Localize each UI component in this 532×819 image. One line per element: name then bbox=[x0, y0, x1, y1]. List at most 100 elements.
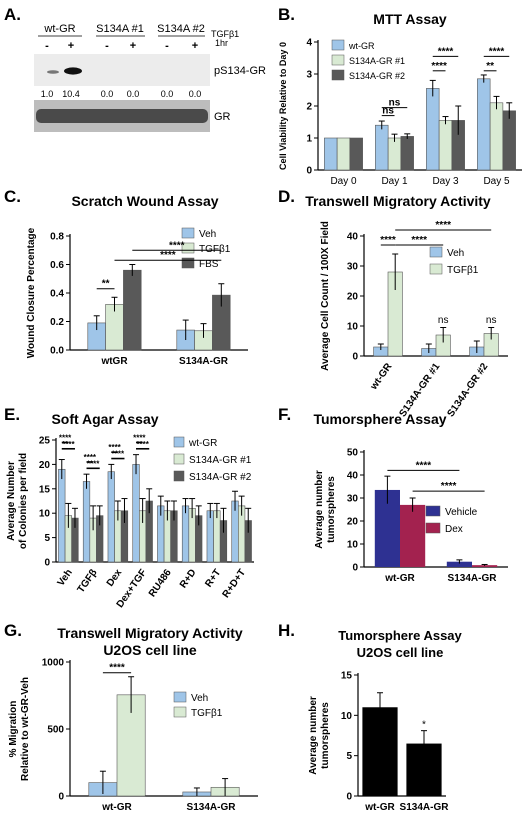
significance-label: ** bbox=[486, 61, 494, 72]
x-tick-label: R+T bbox=[203, 567, 223, 589]
chart-e: E. Soft Agar Assay 0 5 10 15 20 25 Average Numbe… bbox=[4, 405, 254, 610]
legend-swatch bbox=[331, 39, 345, 51]
y-tick-label: 5 bbox=[346, 751, 352, 762]
y-tick-label: 25 bbox=[39, 436, 51, 447]
x-tick-label: wt-GR bbox=[368, 361, 395, 393]
x-tick-label: Dex bbox=[105, 567, 125, 589]
x-tick-label: R+D bbox=[178, 567, 199, 590]
y-tick-label: 40 bbox=[347, 232, 359, 243]
legend-swatch bbox=[181, 242, 195, 254]
legend-label: Veh bbox=[191, 693, 208, 704]
x-tick-label: RU486 bbox=[147, 567, 174, 599]
legend-swatch bbox=[425, 505, 441, 517]
chart-panels: B. MTT Assay 0 1 2 3 4 Cell Viability Relative … bbox=[4, 5, 522, 813]
treatment-sign: - bbox=[165, 40, 169, 52]
y-axis-label: Wound Closure Percentage bbox=[26, 227, 37, 358]
legend-swatch bbox=[173, 436, 185, 448]
significance-label: **** bbox=[84, 453, 97, 462]
quant-value: 0.0 bbox=[189, 89, 202, 99]
y-tick-label: 0 bbox=[352, 352, 358, 363]
significance-label: **** bbox=[108, 443, 121, 452]
significance-label: **** bbox=[62, 440, 75, 449]
significance-label: **** bbox=[435, 220, 451, 231]
significance-label: **** bbox=[416, 460, 432, 471]
quant-value: 0.0 bbox=[161, 89, 174, 99]
bar bbox=[438, 120, 453, 171]
significance-label: **** bbox=[489, 46, 505, 57]
quant-value: 0.0 bbox=[127, 89, 140, 99]
chart-h: H. Tumorsphere Assay U2OS cell line 0 5 10 15 A… bbox=[278, 621, 463, 813]
chart-title: Scratch Wound Assay bbox=[71, 193, 218, 209]
quant-value: 10.4 bbox=[62, 89, 80, 99]
blot-strip-phospho bbox=[34, 54, 210, 86]
significance-label: ns bbox=[486, 315, 497, 326]
chart-d: D. Transwell Migratory Activity 0 10 20 30 40 A… bbox=[278, 187, 508, 419]
panel-letter: B. bbox=[278, 5, 295, 24]
treatment-time: 1hr bbox=[215, 38, 228, 48]
blot-group-labels: wt-GR S134A #1 S134A #2 bbox=[38, 23, 205, 37]
y-tick-label: 1000 bbox=[42, 658, 65, 669]
legend-swatch bbox=[173, 470, 185, 482]
blot-quantification: 1.0 10.4 0.0 0.0 0.0 0.0 bbox=[41, 89, 202, 99]
y-tick-label: 10 bbox=[347, 322, 359, 333]
legend-label: wt-GR bbox=[348, 41, 375, 51]
x-tick-label: S134A-GR #2 bbox=[445, 361, 490, 419]
y-tick-label: 20 bbox=[347, 517, 359, 528]
legend-swatch bbox=[331, 54, 345, 66]
significance-label: **** bbox=[431, 61, 447, 72]
significance-label: **** bbox=[112, 450, 125, 459]
y-tick-label: 0.8 bbox=[50, 232, 64, 243]
y-tick-label: 30 bbox=[347, 262, 359, 273]
x-tick-label: TGFβ bbox=[76, 567, 100, 595]
western-blot-panel: A. wt-GR S134A #1 S134A #2 TGFβ1 1hr - + -… bbox=[4, 5, 266, 132]
y-tick-label: 3 bbox=[306, 70, 312, 81]
quant-value: 1.0 bbox=[41, 89, 54, 99]
y-tick-label: 0.0 bbox=[50, 346, 64, 357]
x-tick-label: S134A-GR bbox=[187, 802, 237, 813]
y-tick-label: 10 bbox=[39, 509, 51, 520]
treatment-sign: + bbox=[192, 40, 198, 52]
chart-b: B. MTT Assay 0 1 2 3 4 Cell Viability Relative … bbox=[278, 5, 522, 187]
y-tick-label: 15 bbox=[341, 671, 353, 682]
bar bbox=[58, 468, 66, 563]
y-tick-label: 0 bbox=[306, 166, 312, 177]
x-tick-label: Day 1 bbox=[381, 176, 408, 187]
quant-value: 0.0 bbox=[101, 89, 114, 99]
significance-label: **** bbox=[109, 663, 125, 674]
legend-label: S134A-GR #2 bbox=[189, 472, 252, 483]
bar bbox=[502, 110, 516, 171]
x-tick-label: R+D+T bbox=[221, 567, 248, 600]
chart-title: Transwell Migratory Activity U2OS cell li… bbox=[57, 625, 243, 658]
x-tick-label: wt-GR bbox=[364, 802, 395, 813]
x-tick-label: Day 0 bbox=[330, 176, 357, 187]
legend-label: S134A-GR #1 bbox=[349, 56, 405, 66]
bar bbox=[213, 510, 221, 563]
bar bbox=[477, 78, 491, 171]
x-tick-label: S134A-GR bbox=[179, 356, 229, 367]
y-tick-label: 20 bbox=[347, 292, 359, 303]
x-tick-label: Veh bbox=[56, 567, 75, 588]
y-tick-label: 0.6 bbox=[50, 260, 64, 271]
blot-label-phospho: pS134-GR bbox=[214, 65, 266, 77]
chart-g: G. Transwell Migratory Activity U2OS cell … bbox=[4, 621, 258, 813]
y-tick-label: 0 bbox=[346, 792, 352, 803]
y-axis-label: Average Numberof Colonies per field bbox=[6, 453, 29, 549]
significance-label: ns bbox=[438, 315, 449, 326]
x-tick-label: wtGR bbox=[100, 356, 128, 367]
x-tick-label: S134A-GR bbox=[400, 802, 450, 813]
y-axis-label: % MigrationRelative to wt-GR-Veh bbox=[8, 677, 31, 781]
panel-letter: C. bbox=[4, 187, 21, 206]
legend-swatch bbox=[425, 522, 441, 534]
y-tick-label: 10 bbox=[341, 711, 353, 722]
blot-group-label: S134A #1 bbox=[96, 23, 144, 35]
legend-swatch bbox=[429, 246, 443, 258]
bar bbox=[489, 102, 504, 171]
significance-label: **** bbox=[59, 433, 72, 442]
bar bbox=[132, 464, 140, 563]
legend-label: Veh bbox=[199, 229, 216, 240]
bar bbox=[336, 137, 351, 171]
significance-label: **** bbox=[380, 235, 396, 246]
x-tick-label: Day 5 bbox=[483, 176, 510, 187]
bar bbox=[426, 88, 440, 171]
